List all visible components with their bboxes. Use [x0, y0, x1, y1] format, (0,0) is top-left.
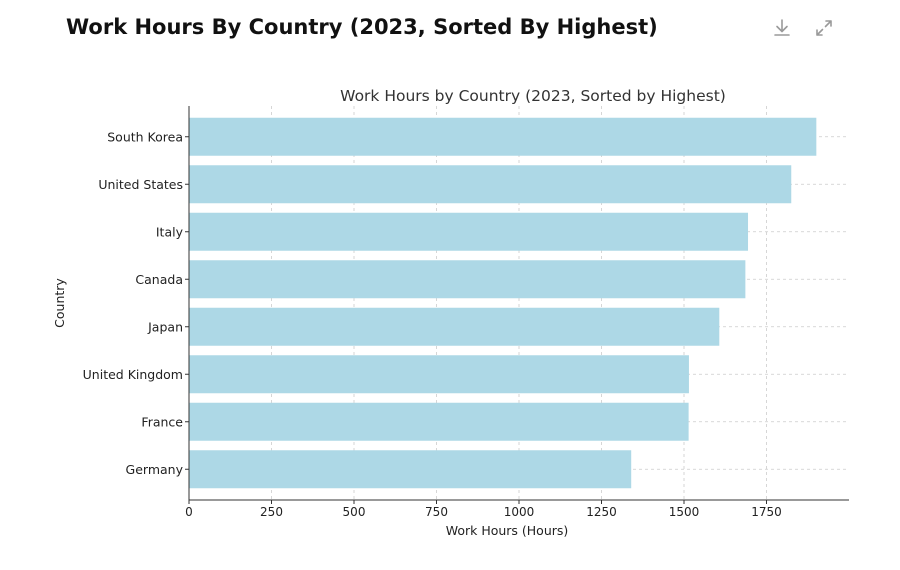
page-title: Work Hours By Country (2023, Sorted By H… [66, 15, 658, 39]
download-button[interactable] [770, 16, 794, 40]
bar-south-korea [189, 117, 817, 156]
y-tick-label: Japan [147, 319, 183, 334]
x-tick-label: 0 [185, 505, 193, 519]
bar-japan [189, 307, 720, 346]
x-tick-label: 1250 [586, 505, 617, 519]
y-tick-label: Canada [135, 272, 183, 287]
bar-canada [189, 260, 746, 299]
bar-united-states [189, 165, 792, 204]
bar-italy [189, 212, 749, 251]
x-axis-label: Work Hours (Hours) [446, 523, 569, 538]
y-tick-label: Italy [156, 224, 184, 239]
x-tick-label: 1500 [669, 505, 700, 519]
y-tick-label: France [141, 414, 183, 429]
y-axis-label: Country [52, 278, 67, 328]
expand-icon [816, 20, 832, 36]
x-tick-label: 250 [260, 505, 283, 519]
download-icon [774, 19, 790, 36]
x-tick-label: 750 [425, 505, 448, 519]
expand-button[interactable] [812, 16, 836, 40]
y-tick-label: Germany [126, 462, 184, 477]
y-tick-label: South Korea [107, 129, 183, 144]
x-tick-label: 1000 [504, 505, 535, 519]
chart-title: Work Hours by Country (2023, Sorted by H… [340, 87, 726, 105]
y-tick-label: United Kingdom [83, 367, 183, 382]
bar-united-kingdom [189, 355, 689, 394]
y-tick-label: United States [98, 177, 183, 192]
bar-france [189, 402, 689, 441]
x-tick-label: 1750 [751, 505, 782, 519]
chart-toolbar [770, 16, 836, 40]
x-tick-label: 500 [343, 505, 366, 519]
bar-germany [189, 450, 632, 489]
